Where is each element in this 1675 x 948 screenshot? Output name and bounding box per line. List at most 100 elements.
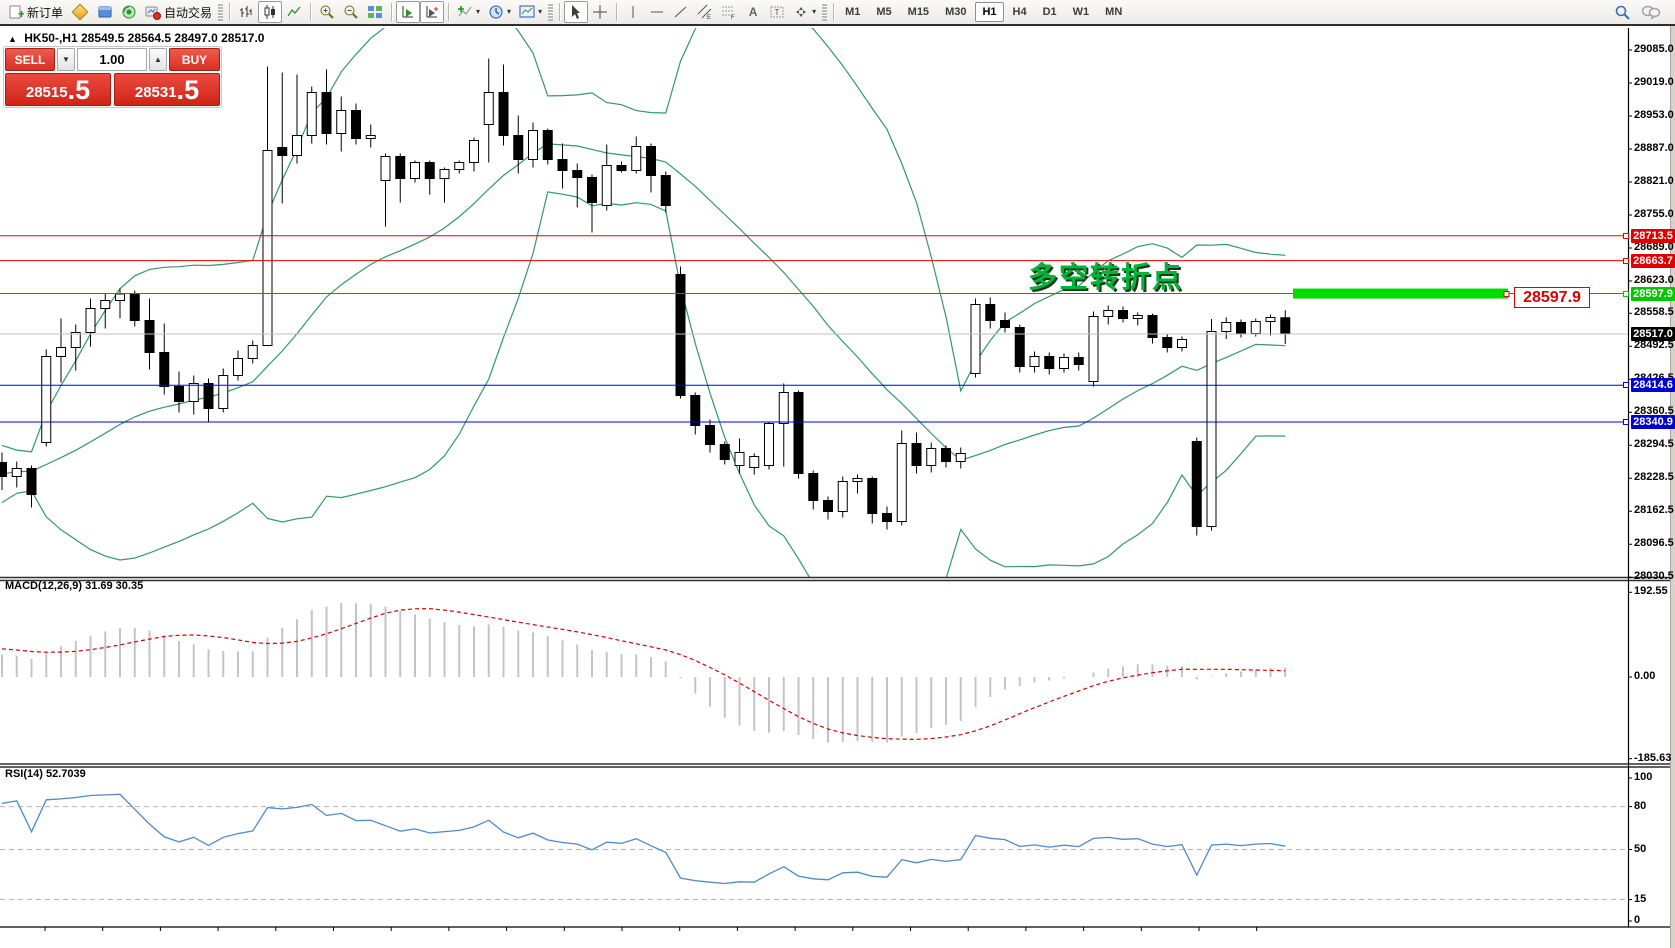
auto-trading-button[interactable]: 自动交易	[141, 1, 216, 23]
cursor-icon	[568, 4, 584, 20]
market-watch-button[interactable]	[93, 1, 117, 23]
timeframe-button-h4[interactable]: H4	[1006, 2, 1034, 22]
toolbar-separator	[448, 3, 450, 21]
chart-shift-icon	[424, 4, 440, 20]
candlestick-chart-icon	[262, 4, 278, 20]
auto-trading-label: 自动交易	[164, 5, 213, 20]
crosshair-button[interactable]	[588, 1, 612, 23]
timeframe-group: M1 M5 M15 M30 H1 H4 D1 W1 MN	[838, 2, 1129, 22]
fibonacci-icon: F	[721, 4, 737, 20]
auto-scroll-button[interactable]	[396, 1, 421, 23]
horizontal-line-tool-button[interactable]	[645, 1, 669, 23]
crosshair-icon	[592, 4, 608, 20]
svg-text:E: E	[707, 15, 711, 20]
bar-chart-button[interactable]	[234, 1, 258, 23]
volume-increase-button[interactable]: ▲	[149, 48, 167, 71]
timeframe-button-m15[interactable]: M15	[901, 2, 936, 22]
chevron-down-icon: ▾	[812, 7, 817, 16]
svg-text:F: F	[731, 15, 735, 20]
bar-chart-icon	[238, 4, 254, 20]
templates-button[interactable]: ▾	[515, 1, 546, 23]
chevron-down-icon: ▾	[476, 7, 481, 16]
vertical-line-icon	[625, 4, 641, 20]
zoom-in-button[interactable]	[315, 1, 339, 23]
chat-icon[interactable]	[1641, 4, 1661, 20]
toolbar: + 新订单 自动交易	[0, 0, 1675, 26]
template-icon	[519, 4, 535, 20]
toolbar-separator	[616, 3, 618, 21]
indicators-icon	[457, 4, 473, 20]
text-label-tool-button[interactable]: T	[765, 1, 789, 23]
signals-button[interactable]	[117, 1, 141, 23]
window-edge	[1670, 0, 1675, 948]
text-label-icon: T	[769, 4, 785, 20]
indicators-button[interactable]: ▾	[453, 1, 484, 23]
volume-input[interactable]	[77, 48, 147, 71]
tile-windows-button[interactable]	[363, 1, 387, 23]
new-order-button[interactable]: + 新订单	[4, 1, 67, 23]
clock-icon	[488, 4, 504, 20]
line-chart-icon	[286, 4, 302, 20]
chevron-down-icon: ▾	[507, 7, 512, 16]
auto-trading-icon	[145, 4, 162, 20]
chevron-up-icon: ▲	[154, 55, 162, 64]
trendline-tool-button[interactable]	[669, 1, 693, 23]
volume-decrease-button[interactable]: ▼	[57, 48, 75, 71]
text-tool-button[interactable]: A	[741, 1, 765, 23]
sell-price-box[interactable]: 28515 .5	[5, 73, 111, 106]
channel-tool-button[interactable]: E	[693, 1, 717, 23]
svg-text:+: +	[18, 7, 24, 20]
timeframe-button-h1[interactable]: H1	[975, 2, 1004, 22]
search-icon[interactable]	[1614, 4, 1631, 21]
buy-price-box[interactable]: 28531 .5	[114, 73, 220, 106]
new-chart-button[interactable]	[67, 1, 93, 23]
timeframe-button-w1[interactable]: W1	[1066, 2, 1097, 22]
timeframe-button-m5[interactable]: M5	[869, 2, 898, 22]
line-chart-button[interactable]	[282, 1, 306, 23]
zoom-out-icon	[343, 4, 359, 20]
toolbar-drag-handle[interactable]	[822, 3, 828, 21]
text-icon: A	[748, 5, 758, 19]
market-watch-icon	[97, 4, 113, 20]
auto-scroll-icon	[400, 4, 416, 20]
toolbar-separator	[559, 3, 561, 21]
buy-button[interactable]: BUY	[169, 48, 220, 71]
periods-button[interactable]: ▾	[484, 1, 515, 23]
buy-price-main: 28531	[134, 84, 177, 101]
zoom-in-icon	[319, 4, 335, 20]
vertical-line-tool-button[interactable]	[621, 1, 645, 23]
sell-button[interactable]: SELL	[5, 48, 55, 71]
toolbar-separator	[833, 3, 835, 21]
toolbar-separator	[391, 3, 393, 21]
new-order-icon: +	[8, 4, 24, 20]
arrows-icon	[793, 4, 809, 20]
candlestick-chart-button[interactable]	[258, 1, 283, 23]
timeframe-button-d1[interactable]: D1	[1036, 2, 1064, 22]
toolbar-separator	[310, 3, 312, 21]
buy-price-fraction: .5	[176, 75, 200, 105]
chevron-down-icon: ▾	[538, 7, 543, 16]
toolbar-drag-handle[interactable]	[548, 3, 554, 21]
one-click-trading-panel: SELL ▼ ▲ BUY 28515 .5 28531 .5	[3, 46, 222, 108]
timeframe-button-mn[interactable]: MN	[1098, 2, 1129, 22]
sell-price-fraction: .5	[67, 75, 91, 105]
svg-text:T: T	[775, 8, 780, 17]
toolbar-drag-handle[interactable]	[218, 3, 224, 21]
cursor-button[interactable]	[564, 1, 589, 23]
chevron-down-icon: ▼	[62, 55, 70, 64]
timeframe-button-m30[interactable]: M30	[938, 2, 973, 22]
zoom-out-button[interactable]	[339, 1, 363, 23]
timeframe-button-m1[interactable]: M1	[838, 2, 867, 22]
new-order-label: 新订单	[27, 5, 64, 20]
fibonacci-tool-button[interactable]: F	[717, 1, 741, 23]
arrows-tool-button[interactable]: ▾	[789, 1, 820, 23]
tile-windows-icon	[367, 4, 383, 20]
chart-shift-button[interactable]	[420, 1, 445, 23]
trendline-icon	[673, 4, 689, 20]
new-chart-icon	[71, 3, 89, 21]
horizontal-line-icon	[649, 4, 665, 20]
sell-price-main: 28515	[25, 84, 68, 101]
channel-icon: E	[697, 4, 713, 20]
